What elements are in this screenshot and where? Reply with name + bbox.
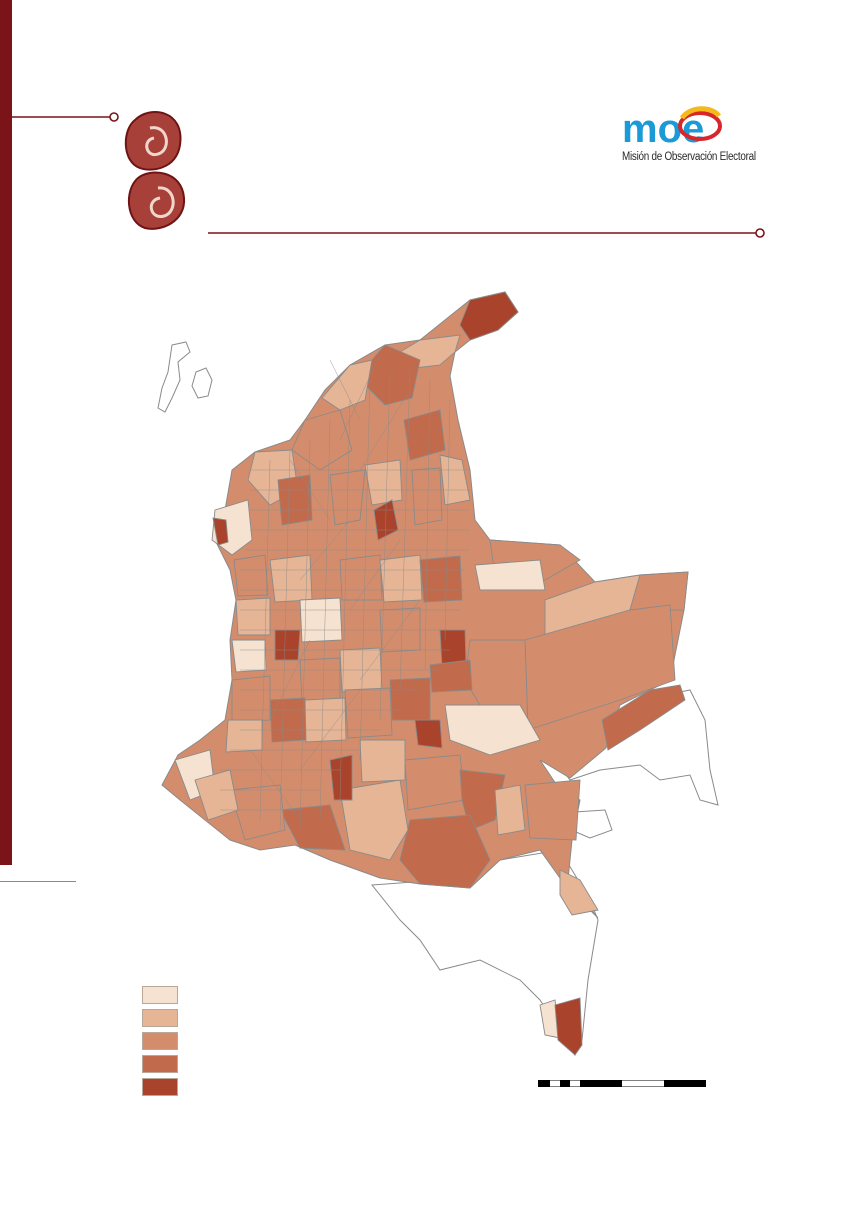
map-region: [494, 784, 526, 836]
map-region: [389, 677, 431, 721]
map-region: [235, 597, 271, 636]
legend-swatch-4: [142, 1055, 178, 1073]
spiral-ornament-icon: [124, 111, 186, 230]
map-region: [299, 597, 343, 643]
map-region: [274, 629, 301, 661]
map-region: [459, 291, 519, 341]
map-region: [414, 719, 443, 749]
neighbour-territory: [574, 809, 613, 839]
map-region: [474, 559, 546, 591]
map-region: [364, 459, 403, 506]
map-region: [344, 687, 393, 739]
scale-bar: [538, 1080, 706, 1087]
map-legend: [142, 986, 178, 1101]
map-region: [359, 739, 406, 783]
map-region: [554, 997, 583, 1056]
map-region: [404, 754, 466, 811]
map-region: [304, 697, 347, 743]
map-region: [629, 571, 689, 611]
left-accent-bar: [0, 0, 12, 865]
map-region: [229, 784, 286, 841]
municipality-grid: [220, 354, 470, 831]
map-region: [277, 474, 313, 526]
legend-swatch-2: [142, 1009, 178, 1027]
map-region: [225, 719, 263, 753]
map-region: [559, 869, 599, 916]
map-region: [212, 517, 229, 546]
map-region: [299, 657, 341, 703]
map-region: [601, 684, 686, 751]
map-region: [439, 454, 471, 506]
map-region: [279, 804, 346, 851]
map-region: [429, 659, 473, 693]
map-region: [233, 554, 269, 597]
map-region: [399, 814, 491, 889]
map-region: [379, 554, 423, 603]
map-region: [231, 675, 271, 723]
moe-logo: moe Misión de Observación Electoral: [620, 104, 770, 168]
legend-swatch-1: [142, 986, 178, 1004]
map-region: [459, 769, 506, 831]
map-region: [269, 697, 307, 743]
island-providencia: [191, 367, 213, 399]
map-region: [339, 779, 409, 861]
island-san-andres: [157, 341, 191, 413]
left-divider-line: [0, 881, 76, 882]
logo-caption: Misión de Observación Electoral: [622, 151, 756, 163]
map-region: [524, 779, 581, 841]
moe-logo-icon: moe: [622, 106, 722, 151]
map-region: [411, 467, 443, 526]
map-region: [269, 554, 313, 603]
map-region: [329, 754, 353, 801]
map-region: [403, 409, 446, 461]
map-region: [339, 554, 383, 601]
legend-swatch-5: [142, 1078, 178, 1096]
map-region: [291, 409, 353, 471]
map-region: [231, 639, 267, 673]
map-region: [444, 704, 541, 756]
legend-swatch-3: [142, 1032, 178, 1050]
